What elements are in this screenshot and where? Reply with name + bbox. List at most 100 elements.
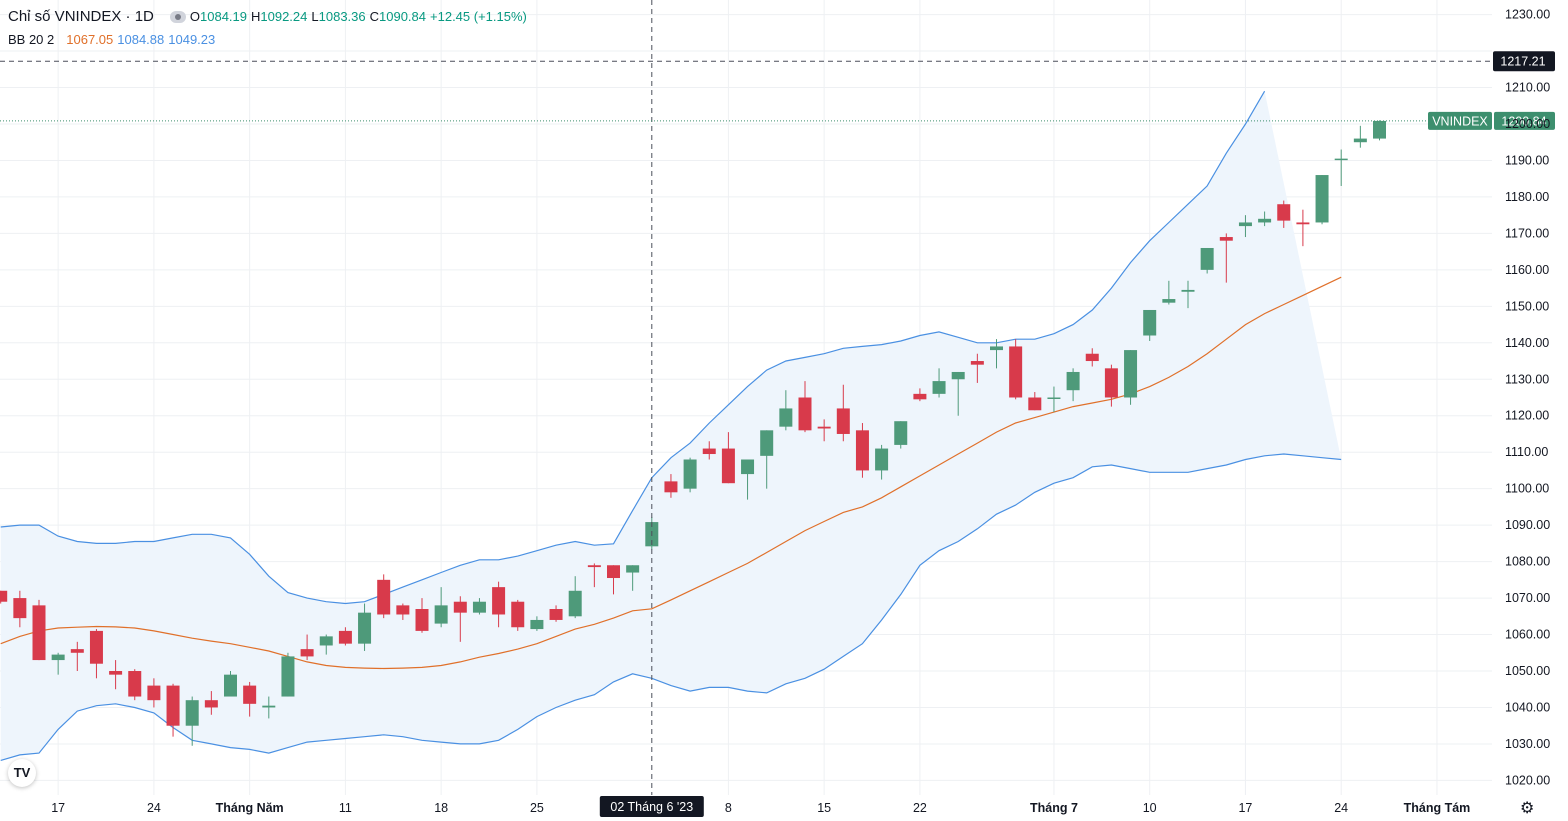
candle-body — [1258, 218, 1272, 223]
candle[interactable] — [1162, 280, 1176, 305]
candle[interactable] — [1200, 247, 1214, 274]
candle[interactable] — [70, 641, 84, 672]
candle[interactable] — [1277, 200, 1291, 228]
candle[interactable] — [224, 671, 237, 697]
candle[interactable] — [721, 432, 735, 484]
time-tick-label: 25 — [530, 801, 544, 815]
candle[interactable] — [1104, 364, 1118, 407]
candle[interactable] — [1315, 175, 1329, 225]
candle[interactable] — [970, 353, 984, 383]
time-axis[interactable]: 17 24 Tháng Năm 11 18 25 8 15 22 Tháng 7 10 17 24 Thá… — [51, 801, 1470, 815]
candle[interactable] — [990, 339, 1003, 369]
candle[interactable] — [89, 629, 103, 679]
candle[interactable] — [798, 381, 812, 433]
candle[interactable] — [760, 430, 774, 489]
candle[interactable] — [1181, 280, 1195, 309]
candle[interactable] — [511, 599, 525, 631]
close-value: 1090.84 — [379, 9, 427, 24]
candle[interactable] — [626, 565, 640, 591]
candle-body — [128, 671, 142, 697]
last-price-label: 1200.84 — [1501, 114, 1546, 128]
candle-body — [951, 371, 965, 380]
candle[interactable] — [109, 660, 123, 690]
candle[interactable] — [913, 388, 927, 402]
candle[interactable] — [434, 587, 448, 628]
candle-body — [70, 649, 84, 653]
candle[interactable] — [587, 563, 601, 588]
candle[interactable] — [1373, 120, 1386, 141]
candle[interactable] — [836, 384, 850, 442]
change-value: +12.45 (+1.15%) — [430, 9, 527, 24]
candle[interactable] — [549, 605, 563, 622]
candle[interactable] — [1296, 209, 1310, 247]
candle[interactable] — [683, 457, 697, 493]
candle[interactable] — [1124, 350, 1138, 405]
candle[interactable] — [319, 634, 333, 655]
candle-body — [798, 397, 812, 431]
candle[interactable] — [472, 598, 486, 615]
candle[interactable] — [1028, 392, 1042, 411]
candle[interactable] — [281, 652, 295, 697]
candles[interactable] — [0, 120, 1386, 746]
candle[interactable] — [32, 599, 46, 661]
candle-body — [492, 587, 506, 615]
candle[interactable] — [1353, 125, 1367, 148]
candle[interactable] — [128, 669, 142, 701]
candle[interactable] — [415, 598, 429, 633]
candle[interactable] — [1047, 386, 1061, 413]
candle[interactable] — [817, 419, 831, 442]
candle[interactable] — [147, 678, 161, 708]
candle-body — [626, 565, 640, 573]
candle[interactable] — [951, 371, 965, 416]
chart-title[interactable]: Chỉ số VNINDEX · 1D — [8, 8, 154, 25]
candle[interactable] — [338, 627, 352, 646]
candle[interactable] — [262, 696, 276, 719]
candle[interactable] — [1219, 233, 1233, 283]
candle[interactable] — [664, 474, 678, 498]
candle[interactable] — [932, 368, 946, 398]
candle[interactable] — [377, 574, 391, 619]
candle[interactable] — [1334, 149, 1348, 186]
candle[interactable] — [396, 603, 410, 620]
candle[interactable] — [1143, 309, 1157, 341]
candle[interactable] — [166, 683, 180, 737]
candle[interactable] — [204, 691, 218, 715]
candle[interactable] — [0, 590, 8, 604]
candle[interactable] — [894, 421, 908, 449]
candle[interactable] — [702, 441, 716, 460]
candle[interactable] — [1009, 339, 1023, 400]
eye-icon[interactable] — [169, 10, 186, 23]
candle[interactable] — [607, 565, 620, 595]
candle[interactable] — [1258, 211, 1272, 227]
candle[interactable] — [855, 423, 869, 478]
tradingview-logo-icon[interactable]: TV — [8, 759, 36, 787]
candle[interactable] — [243, 681, 257, 717]
candle-body — [760, 430, 774, 456]
candle[interactable] — [779, 390, 793, 431]
candle[interactable] — [13, 590, 27, 628]
candle-body — [1066, 371, 1080, 391]
candle[interactable] — [875, 444, 889, 480]
candle[interactable] — [741, 459, 755, 500]
candle[interactable] — [530, 616, 544, 631]
candle[interactable] — [185, 696, 199, 746]
candle[interactable] — [358, 603, 372, 651]
indicator-legend[interactable]: BB 20 2 1067.05 1084.88 1049.23 — [8, 32, 219, 47]
candle[interactable] — [1238, 215, 1252, 238]
candle[interactable] — [1066, 368, 1080, 402]
price-tick-label: 1090.00 — [1505, 518, 1550, 532]
candle[interactable] — [568, 576, 582, 619]
crosshair-price-label: 1217.21 — [1500, 55, 1545, 69]
close-label: C — [369, 9, 380, 24]
candle[interactable] — [492, 581, 506, 628]
candle[interactable] — [453, 596, 467, 642]
price-axis[interactable]: 1020.00 1030.00 1040.00 1050.00 1060.00 1070.… — [1505, 8, 1550, 788]
bb-label[interactable]: BB 20 2 — [8, 32, 55, 47]
candle-body — [358, 612, 372, 644]
gear-icon[interactable]: ⚙ — [1520, 800, 1535, 817]
candle[interactable] — [51, 652, 65, 675]
price-tick-label: 1030.00 — [1505, 737, 1550, 751]
candle[interactable] — [300, 634, 314, 661]
candle[interactable] — [1085, 348, 1099, 367]
